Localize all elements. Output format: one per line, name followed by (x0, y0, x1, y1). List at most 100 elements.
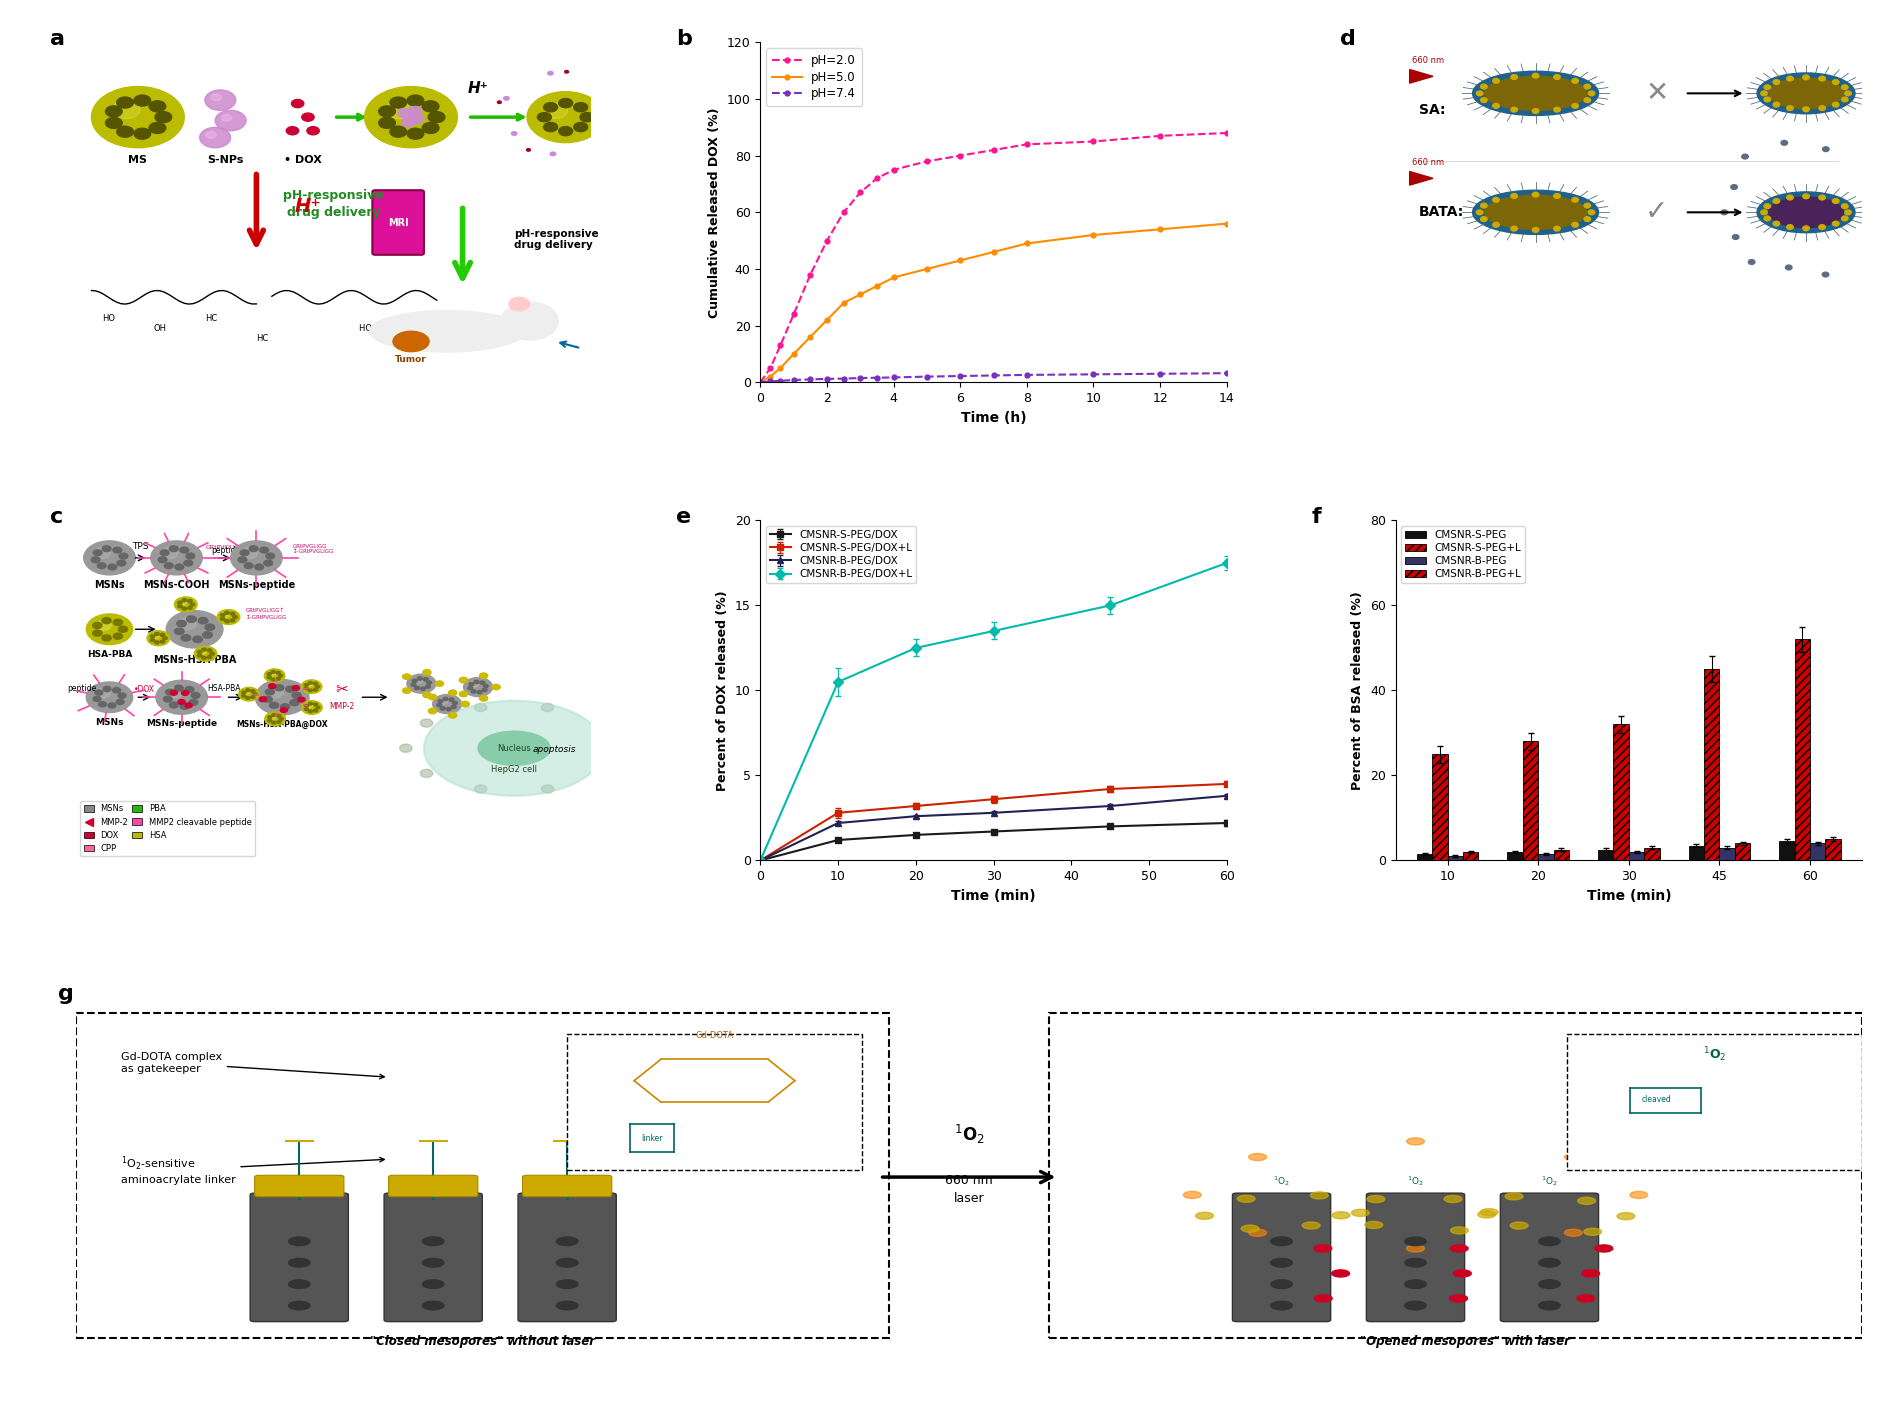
Text: MSNs: MSNs (95, 717, 124, 727)
pH=5.0 (783, 346, 806, 363)
Text: HSA-PBA: HSA-PBA (87, 650, 133, 658)
Circle shape (633, 102, 636, 104)
Circle shape (1510, 226, 1518, 232)
Circle shape (426, 685, 431, 688)
Circle shape (1588, 210, 1594, 215)
Text: ↕-GRtPVGLIGG: ↕-GRtPVGLIGG (247, 616, 287, 620)
Bar (1778, 842, 1796, 860)
Circle shape (241, 695, 245, 698)
Circle shape (260, 548, 268, 554)
Bar (1826, 839, 1841, 860)
Circle shape (557, 1258, 578, 1267)
Circle shape (106, 117, 122, 128)
Circle shape (1493, 103, 1499, 109)
Circle shape (460, 692, 467, 696)
Circle shape (390, 126, 407, 137)
Bar (1689, 846, 1704, 860)
Circle shape (158, 556, 167, 562)
Circle shape (1721, 210, 1727, 215)
Text: HC: HC (205, 313, 217, 323)
Text: $^1$O$_2$: $^1$O$_2$ (954, 1124, 984, 1147)
Circle shape (171, 690, 177, 695)
Ellipse shape (1472, 71, 1598, 116)
Circle shape (230, 541, 283, 575)
Text: MSNs: MSNs (95, 580, 125, 590)
Circle shape (279, 717, 283, 720)
Bar (1735, 843, 1750, 860)
Circle shape (152, 634, 160, 638)
Circle shape (1302, 1221, 1320, 1228)
Circle shape (1406, 1138, 1425, 1145)
Circle shape (156, 112, 171, 123)
Circle shape (241, 690, 245, 693)
Circle shape (281, 707, 287, 713)
Circle shape (446, 707, 450, 710)
Circle shape (441, 707, 445, 710)
Circle shape (407, 674, 435, 693)
Circle shape (1248, 1154, 1267, 1161)
Circle shape (298, 698, 306, 702)
pH=2.0 (832, 203, 855, 220)
pH=2.0 (849, 184, 872, 201)
pH=5.0 (982, 243, 1005, 260)
Circle shape (1763, 203, 1771, 209)
Circle shape (1786, 265, 1792, 270)
pH=2.0 (770, 337, 792, 354)
pH=2.0 (1216, 124, 1239, 141)
Bar (1507, 851, 1522, 860)
Circle shape (1480, 97, 1488, 103)
Circle shape (1761, 210, 1767, 215)
Circle shape (542, 785, 553, 794)
Circle shape (547, 72, 553, 75)
Circle shape (203, 631, 213, 638)
Circle shape (198, 651, 201, 654)
Circle shape (148, 100, 165, 112)
Circle shape (1786, 195, 1794, 201)
Circle shape (120, 554, 127, 559)
Circle shape (270, 714, 275, 719)
Circle shape (179, 699, 184, 705)
Circle shape (543, 103, 557, 112)
Text: apoptosis: apoptosis (532, 744, 576, 754)
Circle shape (1531, 73, 1539, 78)
Circle shape (448, 713, 456, 719)
Circle shape (224, 611, 230, 614)
Circle shape (408, 106, 422, 116)
X-axis label: Time (h): Time (h) (961, 411, 1026, 425)
Circle shape (559, 99, 572, 107)
Circle shape (160, 640, 165, 642)
Text: "Opened mesopores" with laser: "Opened mesopores" with laser (1360, 1336, 1569, 1348)
Circle shape (1818, 225, 1826, 230)
Circle shape (422, 1237, 445, 1245)
Circle shape (118, 693, 125, 698)
Circle shape (420, 688, 426, 690)
Circle shape (1832, 199, 1839, 203)
Text: 660 nm: 660 nm (1412, 158, 1444, 167)
Circle shape (1271, 1237, 1292, 1245)
Text: MS: MS (129, 154, 148, 165)
Circle shape (163, 696, 173, 702)
FancyBboxPatch shape (384, 1193, 483, 1322)
Circle shape (150, 541, 201, 575)
Circle shape (306, 703, 314, 707)
Circle shape (291, 699, 298, 706)
Circle shape (220, 617, 224, 620)
Text: SA:: SA: (1419, 103, 1446, 117)
FancyBboxPatch shape (519, 1193, 616, 1322)
Text: peptide: peptide (66, 685, 97, 693)
pH=5.0 (1216, 215, 1239, 232)
Text: Gd-DOTA complex
as gatekeeper: Gd-DOTA complex as gatekeeper (122, 1052, 384, 1079)
Ellipse shape (370, 311, 524, 352)
Circle shape (112, 100, 141, 119)
Text: b: b (676, 28, 692, 49)
Circle shape (1803, 226, 1809, 230)
Circle shape (1594, 1245, 1613, 1252)
Circle shape (106, 106, 122, 117)
Circle shape (597, 144, 602, 147)
Circle shape (91, 556, 101, 562)
Circle shape (293, 692, 302, 699)
Circle shape (184, 686, 194, 692)
Circle shape (414, 686, 420, 689)
Circle shape (412, 679, 418, 682)
Circle shape (186, 616, 196, 623)
